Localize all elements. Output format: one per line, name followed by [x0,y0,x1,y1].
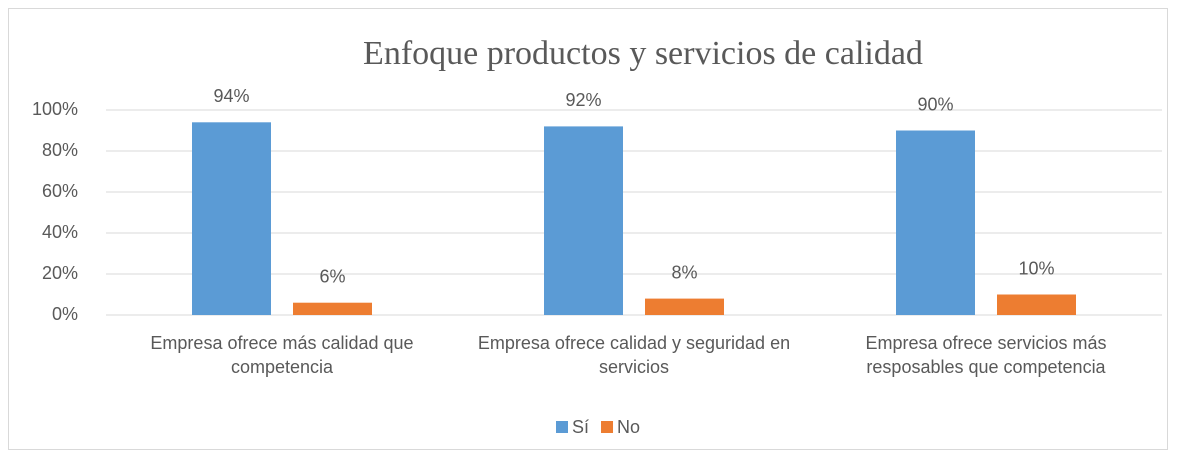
x-tick-label: Empresa ofrece más calidad que competenc… [150,333,414,377]
y-tick-label: 80% [42,140,78,160]
legend-swatch [556,421,568,433]
y-tick-label: 0% [52,304,78,324]
bar [293,302,372,315]
x-tick-label-box: Empresa ofrece calidad y seguridad en se… [477,333,791,377]
x-tick-label-box: Empresa ofrece servicios más resposables… [865,333,1107,377]
legend-label: Sí [572,417,589,437]
y-tick-label: 20% [42,263,78,283]
bar [645,298,724,315]
x-tick-label: Empresa ofrece calidad y seguridad en se… [477,333,791,377]
bar [997,294,1076,315]
data-label: 10% [1018,258,1054,278]
data-label: 90% [917,94,953,114]
data-label: 8% [671,262,697,282]
data-label: 92% [565,90,601,110]
bar [544,126,623,316]
y-tick-label: 60% [42,181,78,201]
data-label: 94% [213,86,249,106]
y-tick-label: 100% [32,99,78,119]
bar [896,130,975,315]
legend-swatch [601,421,614,433]
data-label: 6% [319,266,345,286]
x-tick-label: Empresa ofrece servicios más resposables… [865,333,1107,377]
x-tick-label-box: Empresa ofrece más calidad que competenc… [150,333,414,377]
y-tick-label: 40% [42,222,78,242]
legend-label: No [617,417,640,437]
bar [192,122,271,315]
chart-title: Enfoque productos y servicios de calidad [363,35,923,72]
